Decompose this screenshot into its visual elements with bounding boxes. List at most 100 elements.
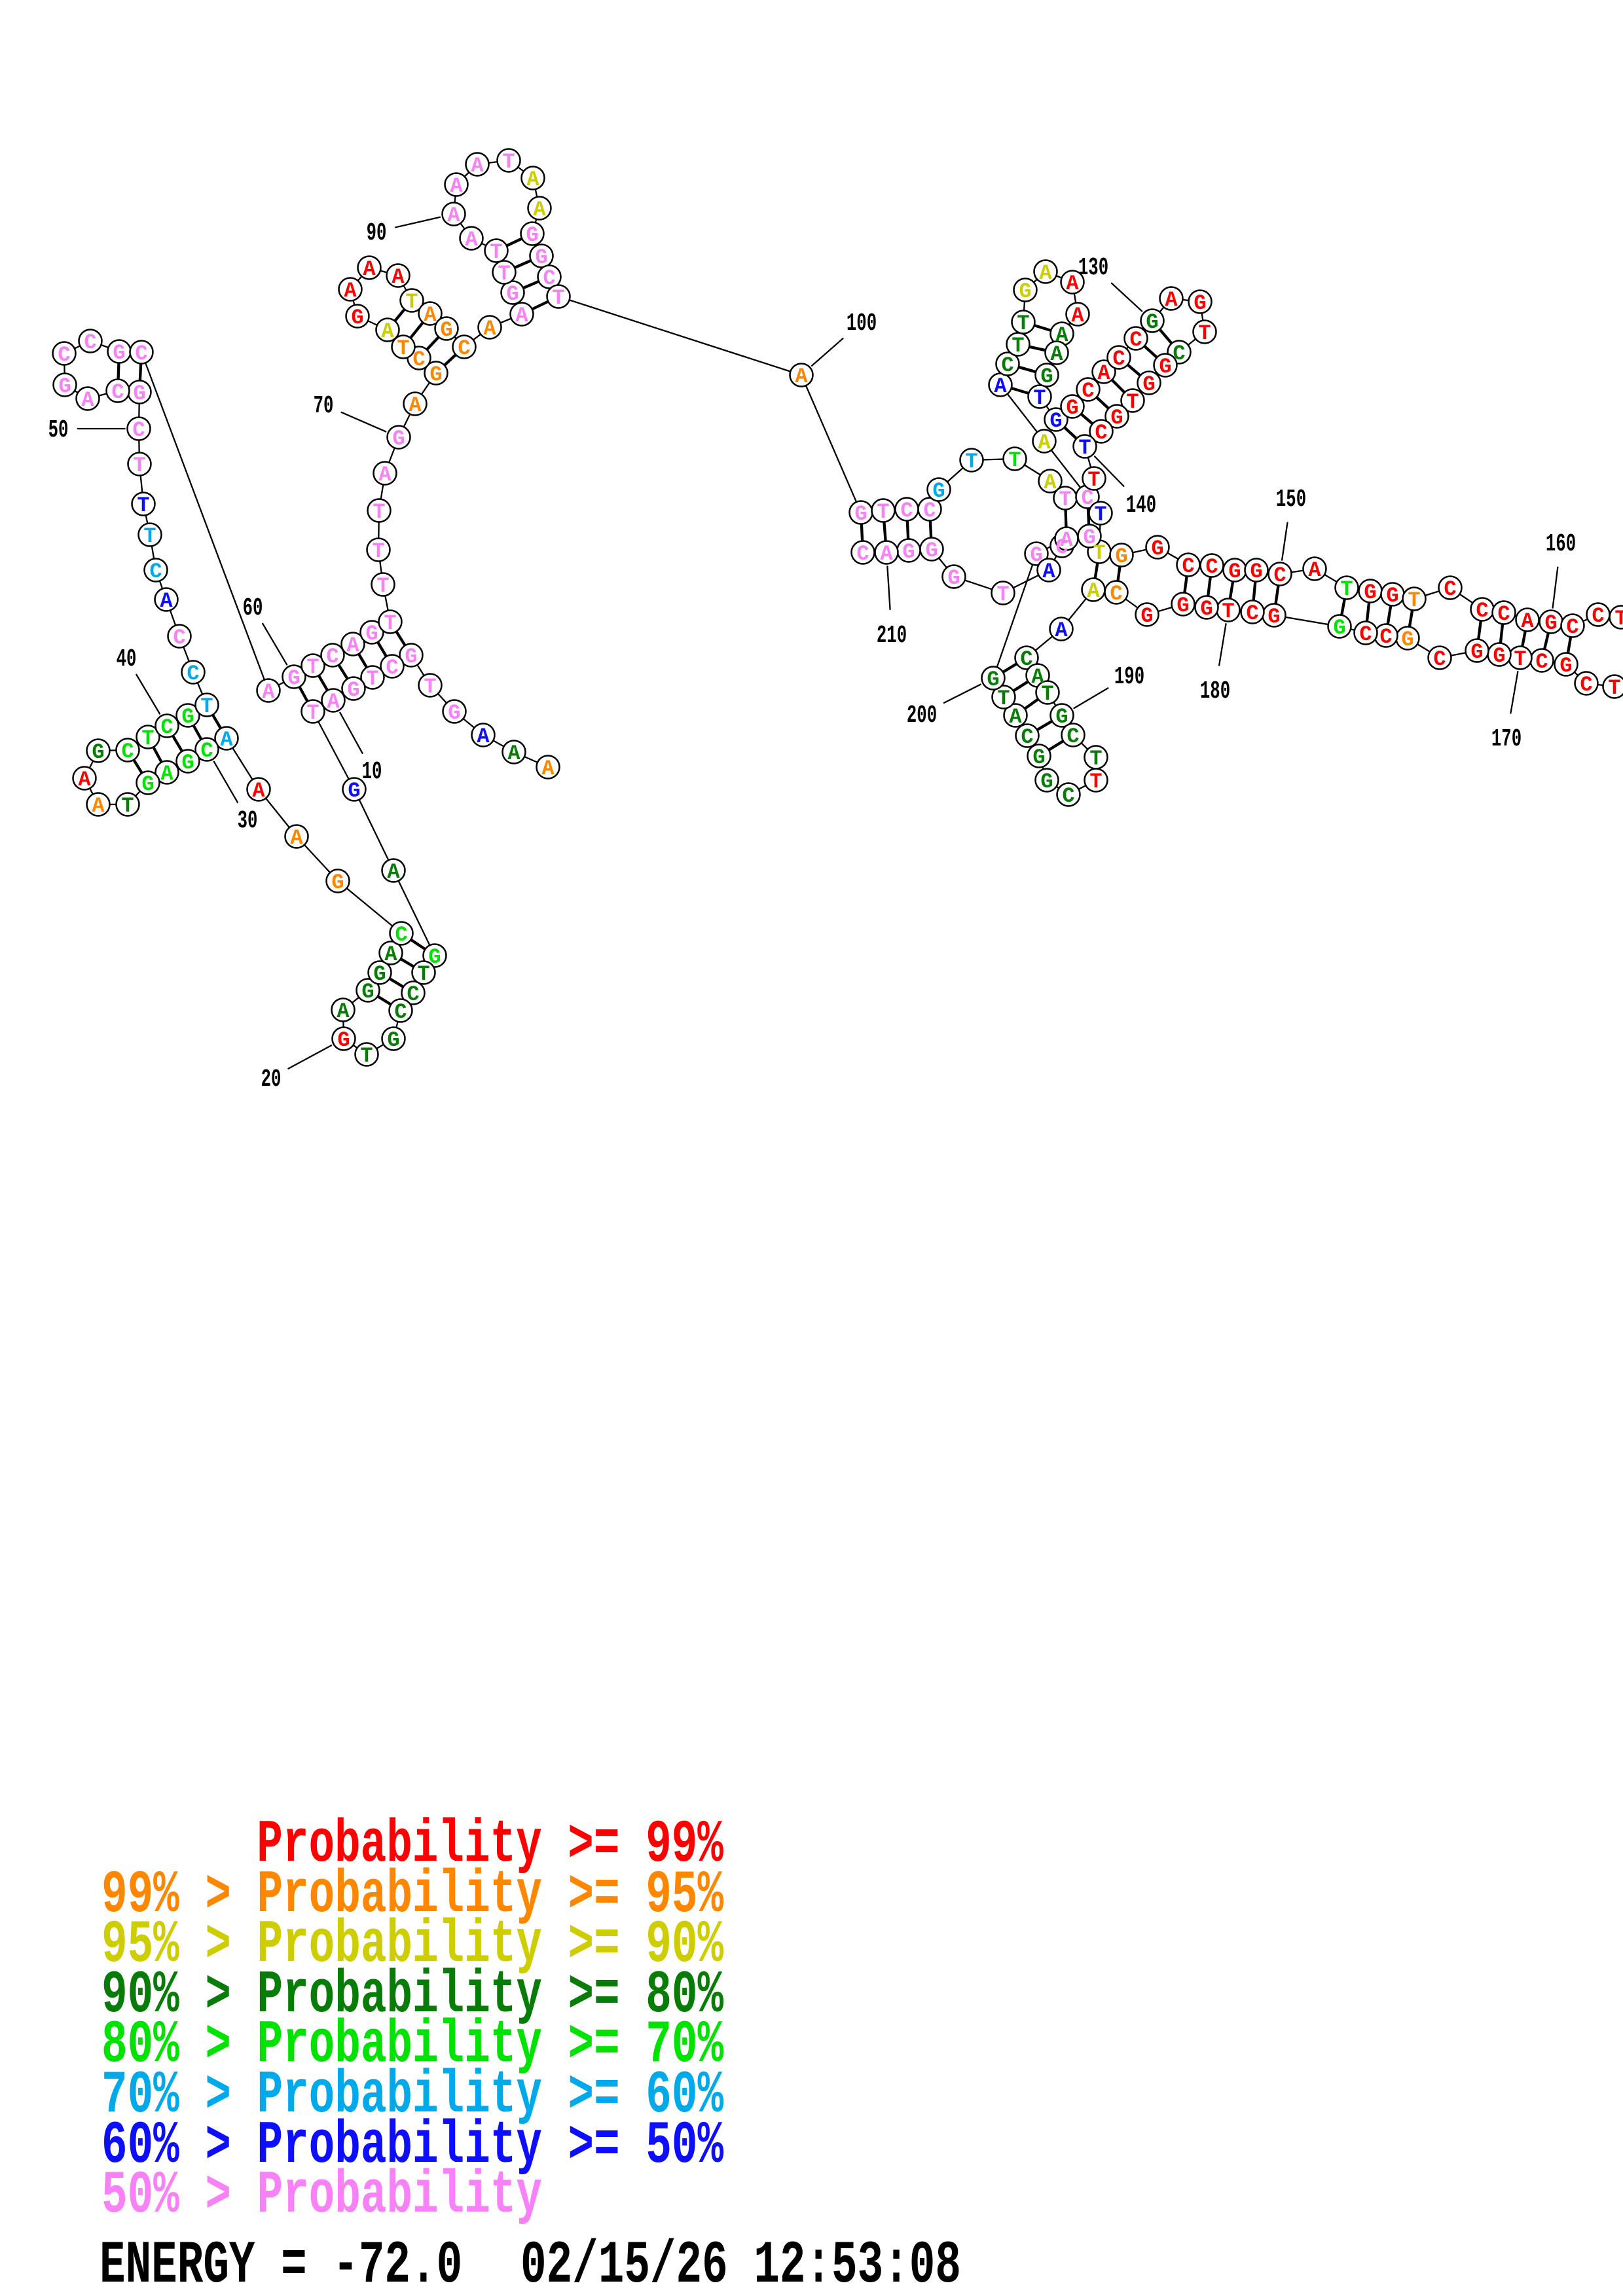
position-label-190: 190 [1114,663,1144,691]
nucleotide-circle-158 [1491,600,1516,625]
legend-line-90: 95% > Probability >= 90% [101,1910,724,1980]
nucleotide-circle-64 [359,620,384,645]
nucleotide-base-80: T [405,290,418,314]
nucleotide-base-188: G [1055,705,1068,729]
nucleotide-base-61: T [306,655,319,679]
nucleotide-base-159: A [1521,609,1534,634]
nucleotide-base-111: A [1038,431,1051,455]
nucleotide-base-152: T [1340,577,1353,601]
nucleotide-base-32: A [160,762,173,786]
nucleotide-base-58: C [135,342,147,366]
nucleotide-circle-106 [959,448,984,473]
position-label-160: 160 [1546,530,1576,558]
nucleotide-base-23: G [373,962,386,986]
nucleotide-base-146: C [1182,554,1194,579]
nucleotide-base-147: C [1205,555,1218,579]
nucleotide-base-83: C [458,336,470,361]
label-pointer-90 [395,216,441,228]
nucleotide-circle-177 [1240,600,1265,624]
nucleotide-base-167: C [1535,650,1548,674]
nucleotide-base-92: A [471,154,484,178]
label-pointer-10 [339,711,363,754]
nucleotide-circle-13 [381,858,406,883]
nucleotide-circle-180 [1171,592,1195,617]
nucleotide-circle-71 [403,391,428,416]
nucleotide-base-175: G [1333,616,1345,640]
nucleotide-base-18: G [387,1028,399,1052]
nucleotide-circle-87 [492,260,517,285]
nucleotide-circle-9 [341,676,366,701]
position-label-100: 100 [847,310,877,338]
nucleotide-base-190: T [1089,747,1102,771]
label-pointer-160 [1552,566,1559,609]
nucleotide-circle-5 [418,673,443,698]
nucleotide-base-165: C [1580,673,1592,697]
nucleotide-base-81: A [424,303,437,327]
nucleotide-base-71: A [409,393,422,418]
nucleotide-base-205: A [880,542,893,566]
label-pointer-130 [1110,282,1143,312]
nucleotide-circle-142 [1088,501,1113,526]
nucleotide-base-31: G [181,751,194,775]
nucleotide-circle-197 [991,685,1016,709]
nucleotide-circle-88 [484,238,509,263]
label-pointer-100 [811,337,844,367]
nucleotide-base-98: C [543,266,555,291]
nucleotide-circle-30 [194,737,219,762]
nucleotide-base-12: G [348,779,360,803]
nucleotide-base-5: T [424,675,436,699]
nucleotide-base-132: G [1194,291,1206,315]
nucleotide-base-128: C [1112,347,1125,371]
nucleotide-circle-15 [411,960,436,985]
nucleotide-base-96: G [526,223,538,247]
nucleotide-base-198: G [987,668,999,692]
nucleotide-circles [52,148,1623,1067]
nucleotide-base-158: C [1497,602,1510,626]
position-label-50: 50 [48,416,69,444]
nucleotide-base-101: G [854,502,867,526]
nucleotide-base-153: G [1364,581,1376,605]
legend-line-99: Probability >= 99% [257,1810,723,1879]
nucleotide-circle-41 [175,703,200,728]
position-label-90: 90 [367,219,387,247]
nucleotide-base-154: G [1386,584,1398,608]
nucleotide-circle-27 [284,824,309,849]
nucleotide-base-16: C [407,982,419,1007]
nucleotide-circle-122 [1034,363,1059,387]
nucleotide-base-164: T [1608,676,1620,700]
nucleotide-base-99: T [552,286,564,310]
nucleotide-base-26: G [331,870,344,895]
nucleotide-base-123: T [1033,386,1046,410]
nucleotide-base-104: C [923,499,936,523]
nucleotide-base-130: G [1146,310,1158,334]
nucleotide-circle-93 [496,148,521,173]
nucleotide-circle-161 [1560,613,1585,638]
nucleotide-base-110: C [1081,486,1093,511]
nucleotide-circle-58 [129,340,154,365]
nucleotide-base-170: G [1470,640,1483,664]
nucleotide-circle-2 [501,740,526,764]
nucleotide-base-202: G [947,566,960,590]
nucleotide-base-135: G [1159,355,1171,379]
nucleotide-base-194: G [1032,745,1045,770]
nucleotide-circle-49 [127,452,152,476]
nucleotide-base-204: G [902,540,915,564]
nucleotide-base-124: G [1049,409,1062,433]
nucleotide-circle-131 [1159,286,1184,311]
nucleotide-base-75: A [381,319,394,344]
nucleotide-base-139: C [1095,421,1107,445]
nucleotide-circle-82 [434,316,459,341]
nucleotide-base-54: G [58,374,71,399]
nucleotide-base-59: A [262,680,275,704]
nucleotide-base-28: A [252,779,265,803]
nucleotide-circle-198 [981,666,1006,691]
nucleotide-base-184: A [1055,619,1068,643]
nucleotide-base-20: G [337,1028,350,1052]
nucleotide-circle-69 [373,461,397,486]
nucleotide-circle-152 [1334,575,1359,600]
nucleotide-base-94: A [526,168,539,192]
position-label-180: 180 [1200,677,1230,706]
label-pointer-30 [213,761,239,804]
nucleotide-circle-40 [155,713,179,738]
